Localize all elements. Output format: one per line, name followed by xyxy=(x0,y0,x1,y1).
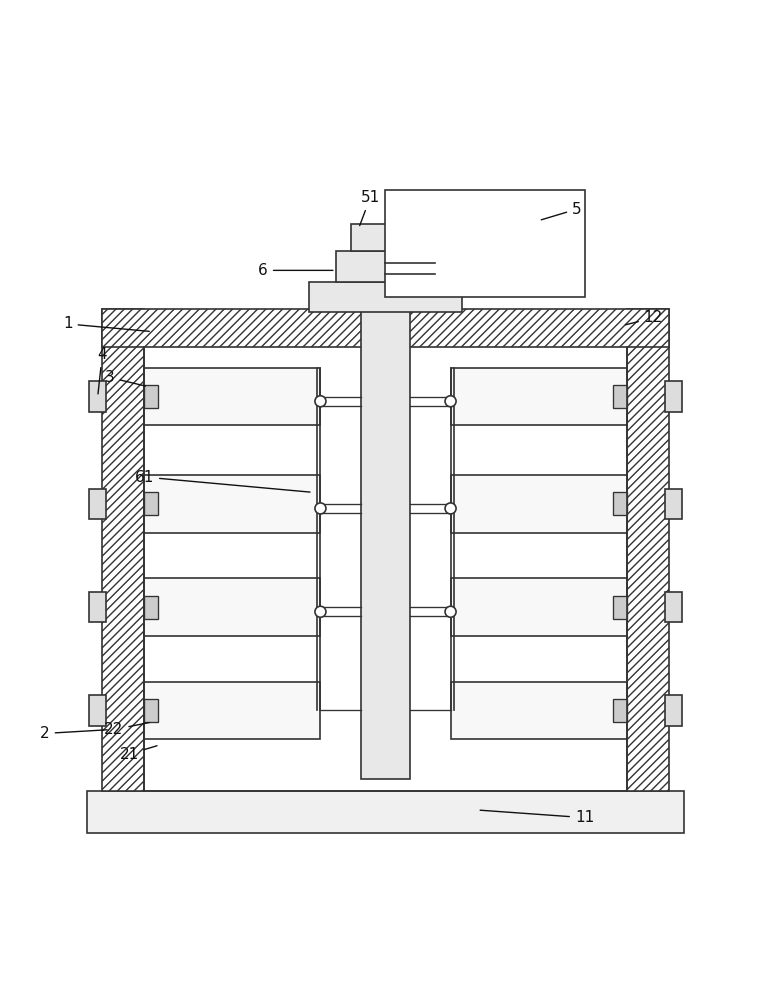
Bar xyxy=(613,385,627,408)
Bar xyxy=(144,682,321,739)
Bar xyxy=(613,699,627,722)
Bar xyxy=(144,492,158,515)
Bar xyxy=(450,682,627,739)
Text: 61: 61 xyxy=(135,470,310,492)
Text: 51: 51 xyxy=(360,190,380,226)
Bar xyxy=(103,309,668,347)
Bar xyxy=(89,592,106,622)
Text: 2: 2 xyxy=(40,726,107,741)
Text: 11: 11 xyxy=(480,810,594,825)
Bar xyxy=(103,309,144,791)
Bar xyxy=(144,596,158,619)
Text: 22: 22 xyxy=(104,722,150,737)
Text: 5: 5 xyxy=(541,202,581,220)
Text: 1: 1 xyxy=(63,316,150,331)
Bar xyxy=(627,309,668,791)
Bar xyxy=(665,695,682,726)
Bar xyxy=(665,381,682,412)
Text: 6: 6 xyxy=(258,263,333,278)
Bar xyxy=(144,368,321,425)
Bar xyxy=(665,489,682,519)
Text: 12: 12 xyxy=(625,310,663,325)
Bar xyxy=(144,578,321,636)
Bar xyxy=(89,381,106,412)
Bar xyxy=(450,578,627,636)
Circle shape xyxy=(445,606,456,617)
Bar xyxy=(144,475,321,533)
Bar xyxy=(351,224,420,251)
Bar xyxy=(361,293,410,779)
Bar xyxy=(335,251,436,282)
Bar xyxy=(89,489,106,519)
Bar xyxy=(450,368,627,425)
Bar xyxy=(144,699,158,722)
Bar xyxy=(665,592,682,622)
Bar xyxy=(89,695,106,726)
Bar xyxy=(87,791,684,833)
Bar xyxy=(613,596,627,619)
Circle shape xyxy=(315,606,326,617)
Text: 4: 4 xyxy=(97,347,107,394)
Bar xyxy=(144,385,158,408)
Bar xyxy=(613,492,627,515)
Bar xyxy=(386,190,584,297)
Circle shape xyxy=(445,396,456,407)
Circle shape xyxy=(445,503,456,514)
Circle shape xyxy=(315,503,326,514)
Circle shape xyxy=(315,396,326,407)
Text: 21: 21 xyxy=(120,746,157,762)
Bar xyxy=(309,282,462,312)
Bar xyxy=(450,475,627,533)
Text: 3: 3 xyxy=(105,370,146,386)
